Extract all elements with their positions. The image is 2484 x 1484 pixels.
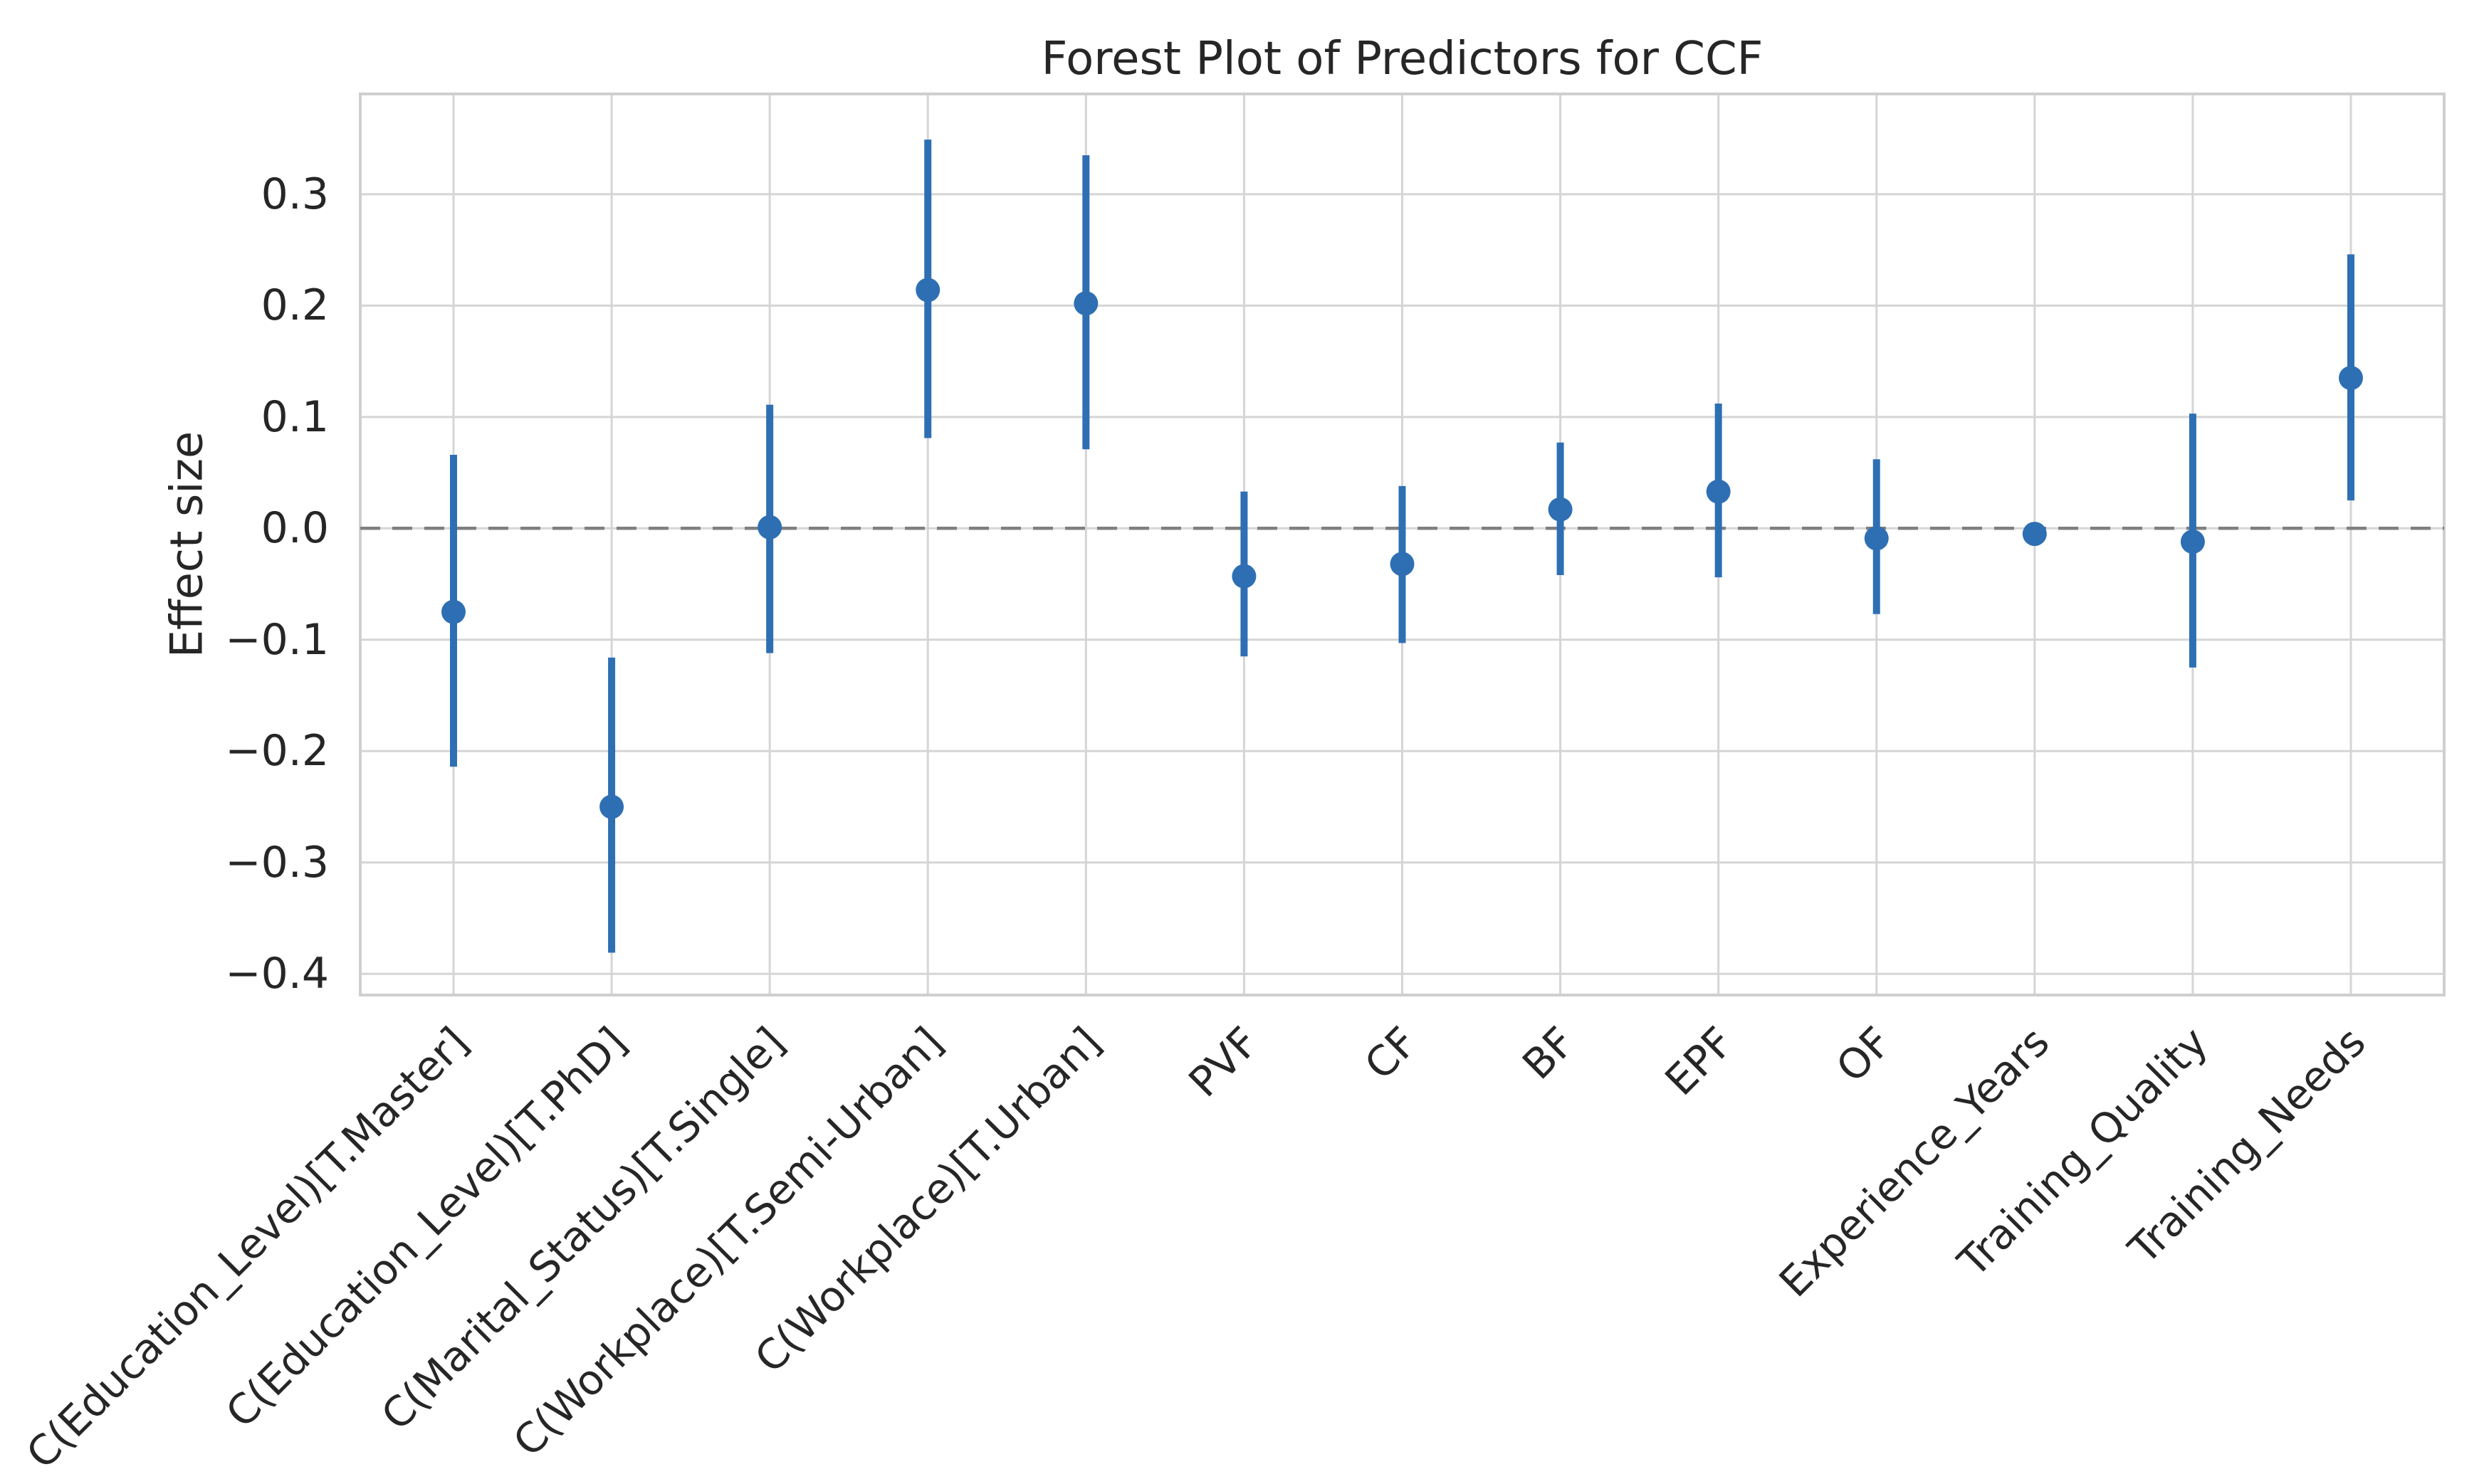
effect-size-marker	[1074, 291, 1099, 316]
y-tick-label: −0.1	[225, 614, 329, 665]
effect-size-marker	[1548, 497, 1573, 522]
axes-frame	[359, 93, 2446, 996]
effect-size-marker	[1390, 552, 1415, 577]
y-tick-label: −0.4	[225, 949, 329, 999]
effect-size-marker	[2180, 530, 2205, 554]
y-tick-label: −0.3	[225, 837, 329, 888]
effect-size-marker	[1864, 526, 1889, 551]
effect-size-marker	[599, 794, 624, 819]
effect-size-marker	[1706, 479, 1731, 504]
y-tick-label: 0.3	[261, 169, 329, 219]
y-tick-label: 0.2	[261, 280, 329, 331]
effect-size-marker	[2022, 522, 2047, 547]
effect-size-marker	[2339, 366, 2363, 391]
effect-size-marker	[1232, 564, 1257, 589]
y-tick-label: 0.0	[261, 503, 329, 554]
effect-size-marker	[758, 515, 782, 540]
y-tick-label: 0.1	[261, 391, 329, 442]
chart-title: Forest Plot of Predictors for CCF	[1041, 33, 1764, 85]
y-tick-label: −0.2	[225, 726, 329, 777]
effect-size-marker	[441, 599, 466, 624]
effect-size-marker	[916, 278, 940, 302]
